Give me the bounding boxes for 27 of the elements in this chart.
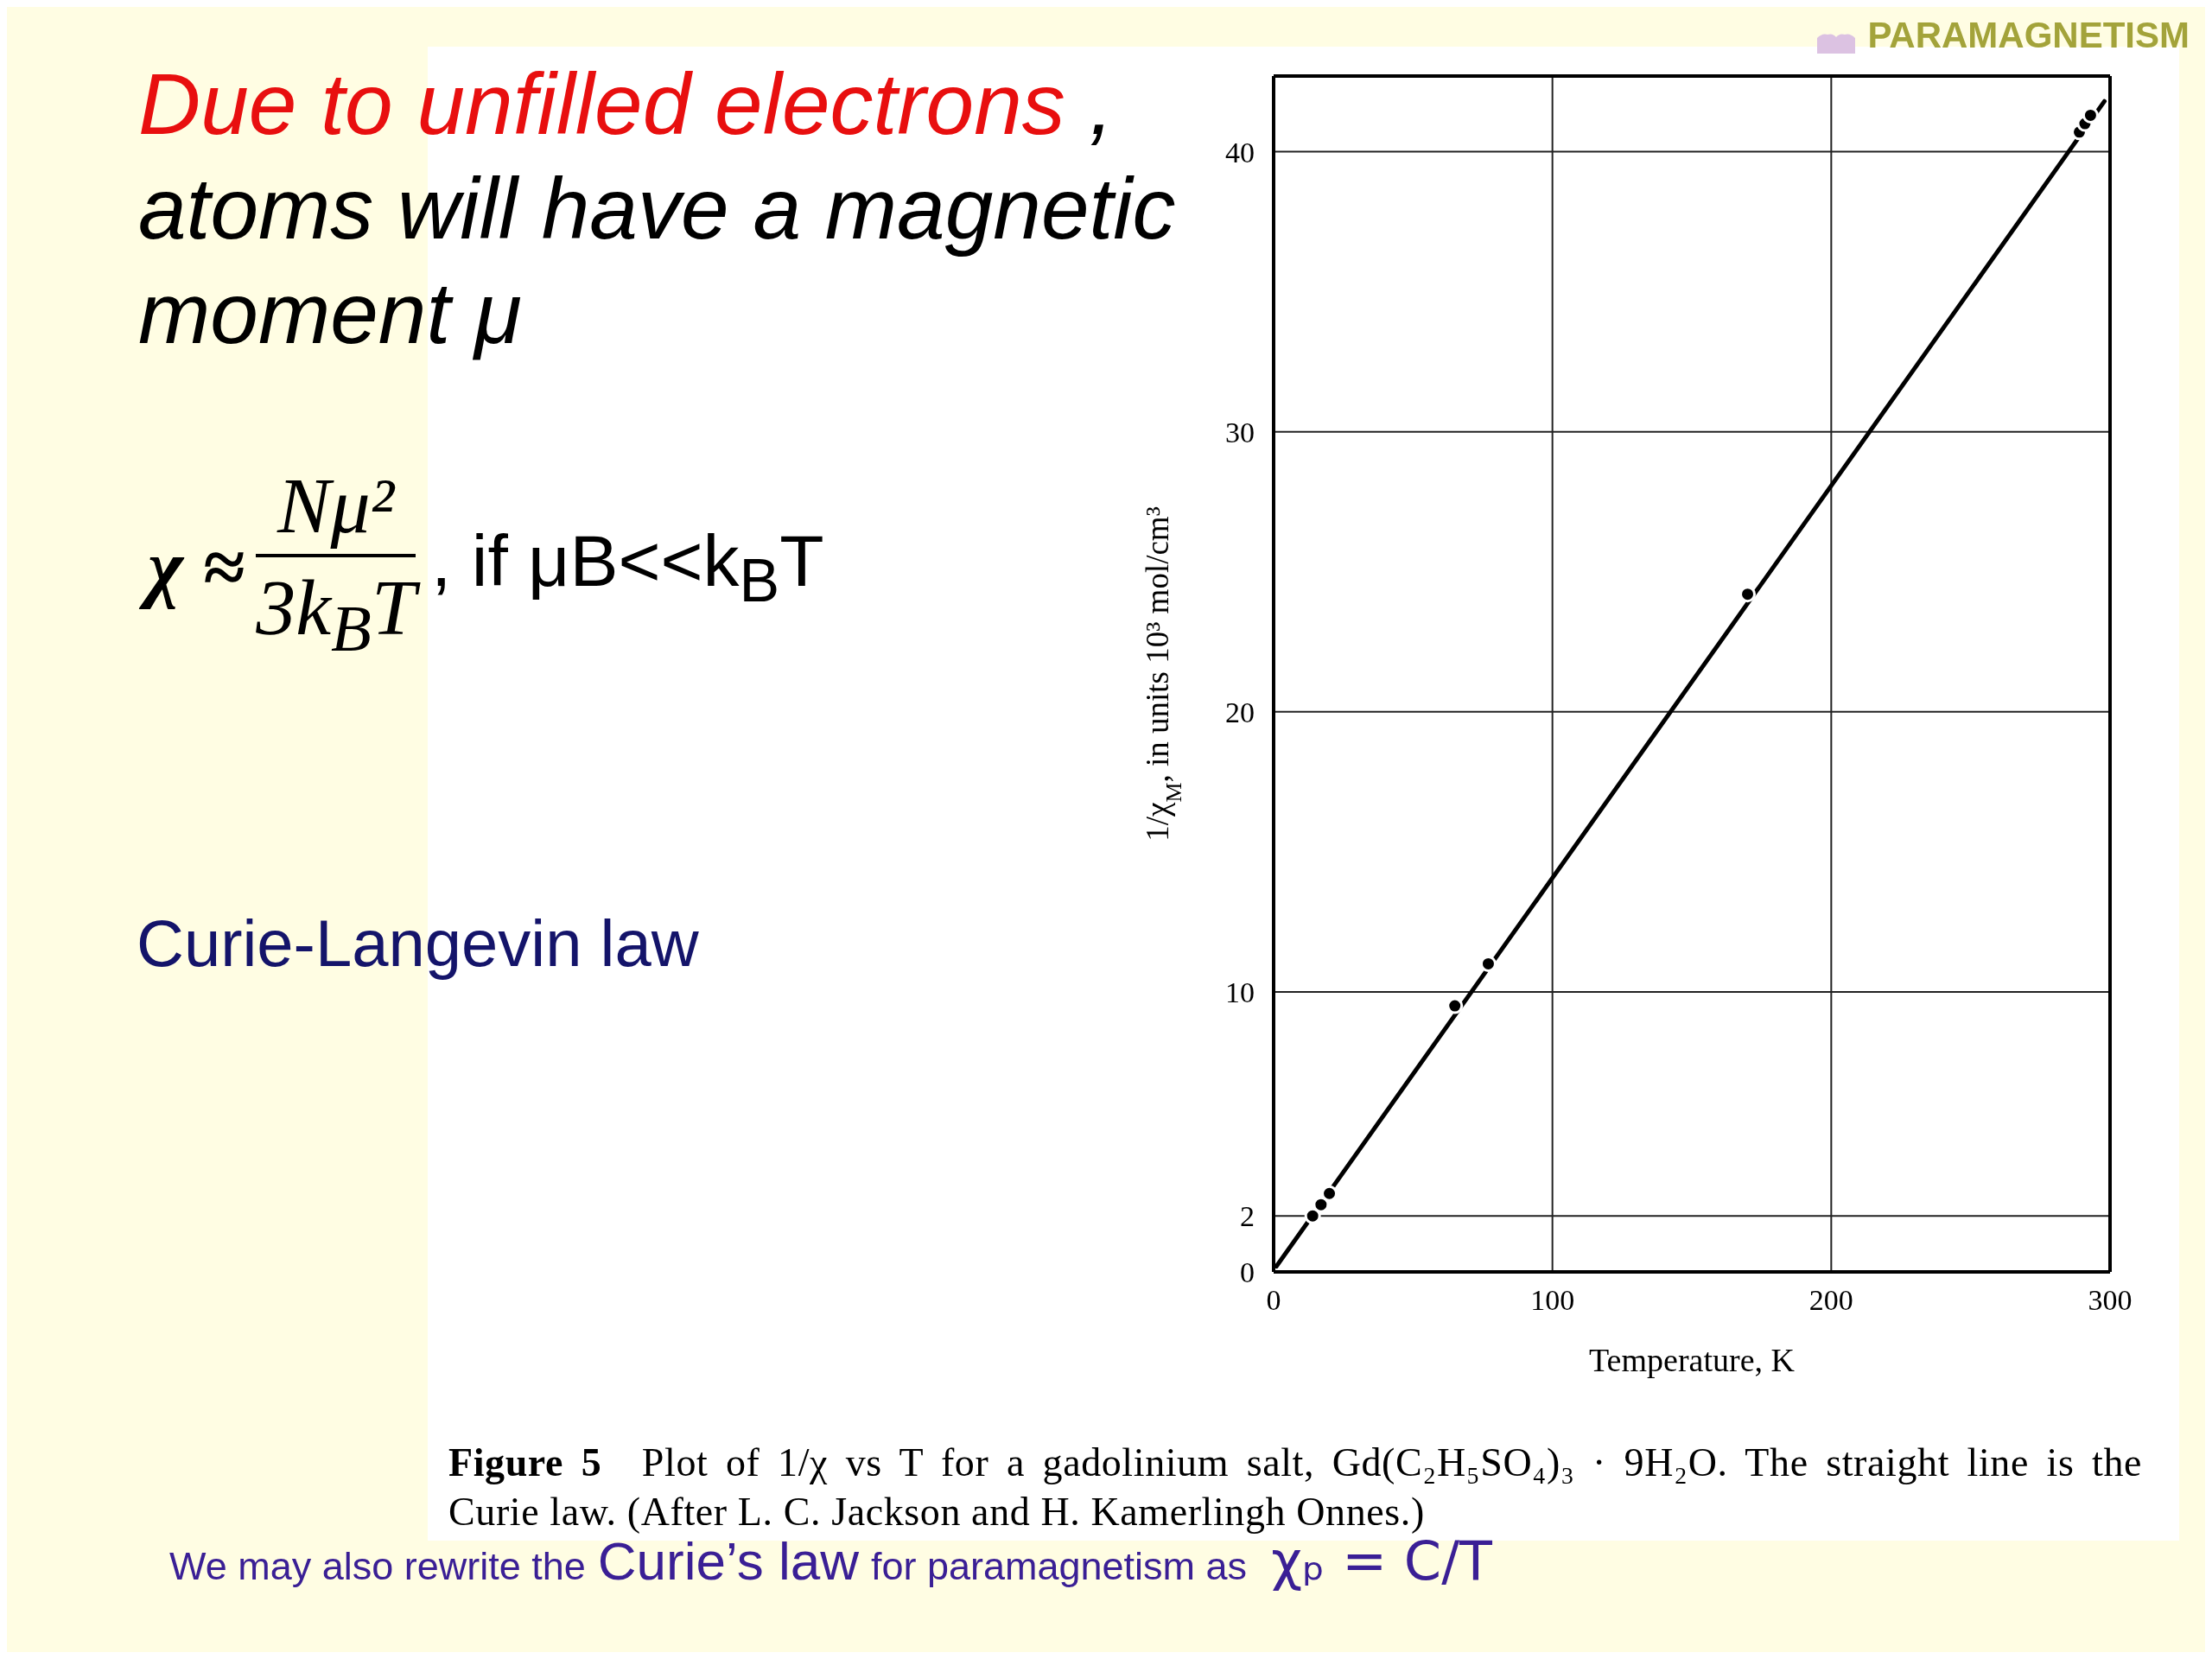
point xyxy=(2082,106,2099,124)
text: atoms will have a magnetic moment μ xyxy=(138,159,1177,363)
x-tick-label: 300 xyxy=(2088,1284,2133,1317)
x-tick-label: 100 xyxy=(1530,1284,1575,1317)
text: , xyxy=(1089,55,1114,152)
text: We may also rewrite the xyxy=(169,1544,586,1589)
x-tick-label: 200 xyxy=(1808,1284,1853,1317)
point xyxy=(1304,1207,1321,1224)
y-tick-label: 2 xyxy=(1240,1200,1255,1233)
point xyxy=(1739,586,1757,603)
point xyxy=(1446,997,1464,1014)
y-tick-label: 40 xyxy=(1225,136,1255,168)
text: Due to unfilled electrons xyxy=(138,55,1065,152)
y-tick-label: 0 xyxy=(1240,1256,1255,1289)
x-tick-label: 0 xyxy=(1266,1284,1281,1317)
y-tick-label: 20 xyxy=(1225,696,1255,728)
chart-title: PARAMAGNETISM xyxy=(1866,14,2190,57)
y-tick-label: 10 xyxy=(1225,976,1255,1008)
text: Curie-Langevin law xyxy=(137,906,699,981)
text: Plot of 1/χ vs T for a gadolinium salt, Gd(C₂H₅SO₄)₃ · 9H₂O. The straight line is the xyxy=(641,1440,2142,1484)
text: for paramagnetism as xyxy=(870,1544,1248,1589)
text: Nμ² xyxy=(276,461,397,551)
y-tick-label: 30 xyxy=(1225,416,1255,448)
text: , if μB<<k$_{B}$T xyxy=(431,519,824,616)
caption: Figure 5 xyxy=(448,1440,602,1484)
point xyxy=(1313,1196,1330,1213)
x-axis-title: Temperature, K xyxy=(1589,1342,1796,1378)
